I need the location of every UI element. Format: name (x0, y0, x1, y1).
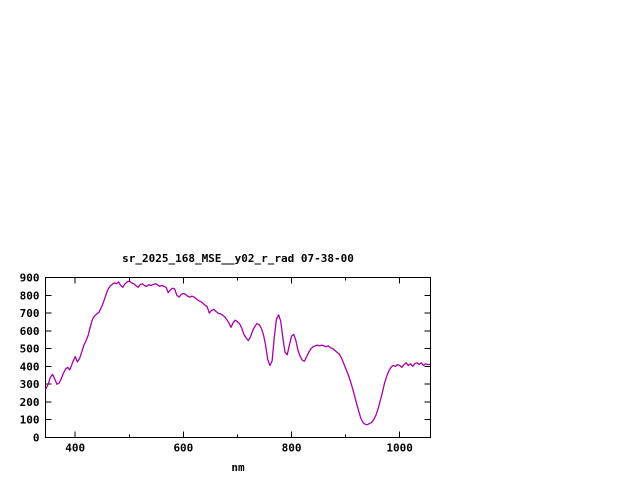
x-tick-label: 800 (282, 442, 302, 455)
y-tick-label: 600 (20, 325, 40, 338)
y-tick-label: 400 (20, 360, 40, 373)
x-tick-label: 600 (173, 442, 193, 455)
x-tick-label: 1000 (386, 442, 413, 455)
y-tick-label: 900 (20, 272, 40, 285)
y-tick-label: 100 (20, 414, 40, 427)
y-tick-label: 700 (20, 307, 40, 320)
x-tick-label: 400 (65, 442, 85, 455)
radiance-curve (44, 280, 431, 426)
y-tick-label: 0 (33, 432, 40, 445)
y-tick-label: 300 (20, 378, 40, 391)
x-axis-label: nm (231, 461, 245, 474)
y-tick-label: 200 (20, 396, 40, 409)
chart-title: sr_2025_168_MSE__y02_r_rad 07-38-00 (122, 252, 354, 265)
y-tick-label: 800 (20, 289, 40, 302)
plot-border (45, 277, 431, 438)
y-tick-label: 500 (20, 343, 40, 356)
